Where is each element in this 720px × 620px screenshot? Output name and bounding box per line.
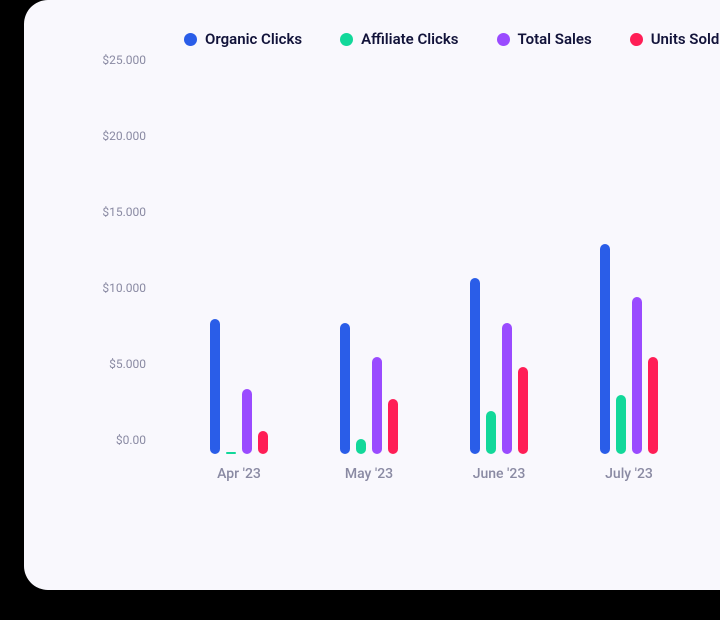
bar-total[interactable] bbox=[242, 389, 252, 454]
bar-group bbox=[340, 323, 398, 454]
bar-affiliate[interactable] bbox=[486, 411, 496, 454]
legend-item-total[interactable]: Total Sales bbox=[497, 30, 592, 48]
x-axis: Apr '23 May '23 June '23 July '23 A bbox=[164, 454, 720, 514]
bar-group bbox=[600, 244, 658, 454]
bar-affiliate[interactable] bbox=[616, 395, 626, 454]
bar-units[interactable] bbox=[648, 357, 658, 454]
legend-dot-icon bbox=[340, 33, 353, 46]
y-tick-label: $10.000 bbox=[102, 281, 146, 295]
bar-units[interactable] bbox=[388, 399, 398, 454]
x-tick-label: June '23 bbox=[473, 466, 526, 482]
bar-units[interactable] bbox=[258, 431, 268, 454]
y-tick-label: $15.000 bbox=[102, 205, 146, 219]
legend-dot-icon bbox=[630, 33, 643, 46]
legend-dot-icon bbox=[184, 33, 197, 46]
legend-label: Affiliate Clicks bbox=[361, 30, 458, 48]
legend-item-organic[interactable]: Organic Clicks bbox=[184, 30, 302, 48]
y-axis: $25.000 $20.000 $15.000 $10.000 $5.000 $… bbox=[84, 74, 154, 454]
y-tick-label: $20.000 bbox=[102, 129, 146, 143]
legend-label: Units Sold bbox=[651, 30, 720, 48]
legend-dot-icon bbox=[497, 33, 510, 46]
y-tick-label: $0.00 bbox=[116, 433, 146, 447]
bar-total[interactable] bbox=[372, 357, 382, 454]
plot-area bbox=[164, 74, 720, 454]
x-tick-label: May '23 bbox=[345, 466, 393, 482]
bar-organic[interactable] bbox=[600, 244, 610, 454]
x-tick-label: July '23 bbox=[605, 466, 653, 482]
bar-units[interactable] bbox=[518, 367, 528, 454]
bar-affiliate[interactable] bbox=[356, 439, 366, 454]
bar-group bbox=[210, 319, 268, 454]
bar-organic[interactable] bbox=[210, 319, 220, 454]
legend-item-affiliate[interactable]: Affiliate Clicks bbox=[340, 30, 458, 48]
y-tick-label: $5.000 bbox=[109, 357, 146, 371]
legend-item-units[interactable]: Units Sold bbox=[630, 30, 720, 48]
x-tick-label: Apr '23 bbox=[217, 466, 261, 482]
bar-organic[interactable] bbox=[470, 278, 480, 454]
y-tick-label: $25.000 bbox=[102, 53, 146, 67]
chart-legend: Organic Clicks Affiliate Clicks Total Sa… bbox=[24, 30, 720, 48]
chart-card: Organic Clicks Affiliate Clicks Total Sa… bbox=[24, 0, 720, 590]
bar-total[interactable] bbox=[632, 297, 642, 454]
legend-label: Organic Clicks bbox=[205, 30, 302, 48]
legend-label: Total Sales bbox=[518, 30, 592, 48]
bar-total[interactable] bbox=[502, 323, 512, 454]
chart-area: $25.000 $20.000 $15.000 $10.000 $5.000 $… bbox=[84, 74, 720, 514]
bar-group bbox=[470, 278, 528, 454]
bar-organic[interactable] bbox=[340, 323, 350, 454]
